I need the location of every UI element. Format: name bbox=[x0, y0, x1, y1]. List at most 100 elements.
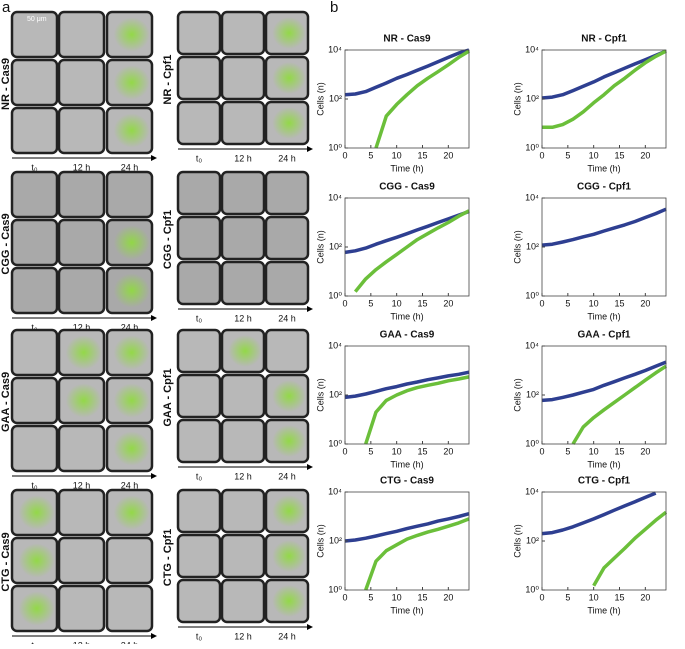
x-axis-label: Time (h) bbox=[587, 163, 620, 173]
chart-title: CGG - Cas9 bbox=[379, 182, 435, 193]
x-tick-label: 15 bbox=[417, 592, 427, 602]
x-axis-label: Time (h) bbox=[390, 605, 423, 615]
image-tile bbox=[10, 376, 59, 425]
x-tick-label: 15 bbox=[417, 298, 427, 308]
image-tile bbox=[220, 170, 266, 216]
fluorescence bbox=[113, 431, 150, 466]
y-tick-label: 10⁰ bbox=[525, 584, 539, 594]
fluorescence bbox=[113, 495, 150, 530]
y-tick-label: 10² bbox=[526, 241, 539, 251]
image-tile bbox=[220, 55, 266, 101]
image-tile bbox=[57, 424, 106, 473]
y-axis-label: Cells (n) bbox=[315, 82, 325, 116]
image-tile bbox=[57, 58, 106, 107]
image-tile bbox=[57, 266, 106, 315]
fluorescence bbox=[272, 585, 306, 617]
y-axis-label: Cells (n) bbox=[315, 230, 325, 264]
y-tick-label: 10⁴ bbox=[328, 192, 342, 202]
group-label: GAA - Cpf1 bbox=[162, 368, 174, 426]
x-tick-label: 0 bbox=[539, 150, 544, 160]
image-tile bbox=[176, 55, 222, 101]
time-label: 12 h bbox=[234, 153, 252, 163]
image-tile bbox=[57, 584, 106, 633]
x-tick-label: 20 bbox=[443, 446, 453, 456]
y-axis-label: Cells (n) bbox=[512, 230, 522, 264]
chart-title: NR - Cas9 bbox=[383, 34, 431, 45]
chart-title: GAA - Cpf1 bbox=[578, 330, 631, 341]
x-axis-label: Time (h) bbox=[390, 459, 423, 469]
panel-label: b bbox=[330, 0, 338, 16]
time-label: 12 h bbox=[234, 631, 252, 641]
image-tile bbox=[176, 100, 222, 146]
fluorescence bbox=[18, 495, 55, 530]
time-label: 24 h bbox=[278, 153, 296, 163]
x-tick-label: 5 bbox=[565, 298, 570, 308]
x-tick-label: 10 bbox=[589, 150, 599, 160]
x-tick-label: 0 bbox=[342, 592, 347, 602]
y-tick-label: 10⁴ bbox=[525, 340, 539, 350]
x-tick-label: 20 bbox=[443, 592, 453, 602]
image-tile bbox=[220, 373, 266, 419]
image-tile bbox=[264, 328, 310, 374]
x-tick-label: 5 bbox=[368, 592, 373, 602]
fluorescence bbox=[113, 65, 150, 100]
fluorescence bbox=[272, 380, 306, 412]
series-line bbox=[541, 360, 667, 403]
y-tick-label: 10⁴ bbox=[525, 44, 539, 54]
x-tick-label: 0 bbox=[539, 298, 544, 308]
image-tile bbox=[176, 215, 222, 261]
plot-frame bbox=[541, 491, 667, 591]
time-label: t₀ bbox=[31, 640, 38, 644]
time-label: 24 h bbox=[121, 640, 139, 644]
plot-frame bbox=[541, 197, 667, 297]
image-tile bbox=[264, 170, 310, 216]
time-label: 24 h bbox=[278, 471, 296, 481]
chart-title: NR - Cpf1 bbox=[581, 34, 627, 45]
panel-label: a bbox=[2, 0, 11, 16]
image-tile bbox=[220, 578, 266, 624]
time-label: t₀ bbox=[196, 313, 203, 323]
y-tick-label: 10⁴ bbox=[525, 192, 539, 202]
time-label: t₀ bbox=[196, 471, 203, 481]
x-tick-label: 10 bbox=[392, 298, 402, 308]
image-tile bbox=[264, 260, 310, 306]
x-tick-label: 0 bbox=[342, 150, 347, 160]
x-axis-label: Time (h) bbox=[587, 311, 620, 321]
image-tile bbox=[10, 58, 59, 107]
x-tick-label: 10 bbox=[392, 592, 402, 602]
time-label: 12 h bbox=[73, 480, 91, 490]
time-label: t₀ bbox=[31, 480, 38, 490]
chart-title: CTG - Cpf1 bbox=[578, 476, 631, 487]
image-tile bbox=[10, 424, 59, 473]
x-tick-label: 15 bbox=[614, 298, 624, 308]
fluorescence bbox=[18, 591, 55, 626]
y-tick-label: 10⁰ bbox=[328, 290, 342, 300]
fluorescence bbox=[113, 17, 150, 52]
x-tick-label: 0 bbox=[342, 446, 347, 456]
y-tick-label: 10⁴ bbox=[525, 486, 539, 496]
x-tick-label: 5 bbox=[368, 446, 373, 456]
y-tick-label: 10² bbox=[329, 93, 342, 103]
group-label: CGG - Cas9 bbox=[0, 213, 12, 274]
time-label: 12 h bbox=[73, 162, 91, 172]
fluorescence bbox=[272, 62, 306, 94]
fluorescence bbox=[65, 335, 102, 370]
time-label: t₀ bbox=[196, 153, 203, 163]
image-tile bbox=[220, 533, 266, 579]
series-line bbox=[592, 510, 668, 587]
y-tick-label: 10² bbox=[526, 93, 539, 103]
chart-title: CTG - Cas9 bbox=[380, 476, 434, 487]
time-label: 24 h bbox=[121, 322, 139, 332]
x-tick-label: 15 bbox=[417, 446, 427, 456]
image-tile bbox=[176, 578, 222, 624]
fluorescence bbox=[113, 225, 150, 260]
image-tile bbox=[220, 100, 266, 146]
y-tick-label: 10⁰ bbox=[525, 290, 539, 300]
image-tile bbox=[57, 10, 106, 59]
x-tick-label: 0 bbox=[539, 592, 544, 602]
image-tile bbox=[176, 170, 222, 216]
series-line bbox=[344, 48, 470, 97]
time-label: t₀ bbox=[31, 322, 38, 332]
x-tick-label: 0 bbox=[342, 298, 347, 308]
fluorescence bbox=[228, 335, 262, 367]
